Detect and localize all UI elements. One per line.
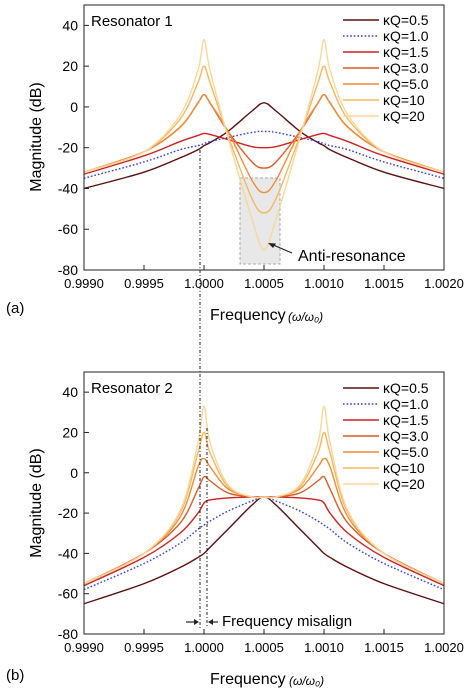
- series-line-3: [84, 132, 444, 175]
- series-line-3: [84, 496, 444, 587]
- x-ticks-b: 0.9990 0.9995 1.0000 1.0005 1.0010 1.0015 1.00…: [64, 629, 464, 655]
- x-axis-unit-b: (ω/ω₀): [289, 674, 324, 688]
- series-group-b: [84, 405, 444, 605]
- panel-title-a: Resonator 1: [91, 13, 173, 30]
- legend-label: κQ=20: [383, 108, 425, 124]
- legend-label: κQ=5.0: [383, 444, 429, 460]
- y-tick-label: 0: [70, 465, 78, 481]
- x-tick-label: 1.0015: [364, 640, 404, 655]
- y-ticks-b: -80 -60 -40 -20 0 20 40: [58, 384, 89, 642]
- annotation-anti-resonance: Anti-resonance: [298, 248, 406, 265]
- panel-b: 0.9990 0.9995 1.0000 1.0005 1.0010 1.0015 1.00…: [6, 371, 464, 688]
- y-tick-label: -80: [58, 262, 78, 278]
- x-tick-label: 1.0005: [244, 276, 284, 291]
- x-tick-label: 1.0005: [244, 640, 284, 655]
- legend-label: κQ=1.0: [383, 396, 429, 412]
- x-axis-label-a: Frequency: [210, 307, 286, 324]
- legend-label: κQ=1.5: [383, 412, 429, 428]
- x-tick-label: 0.9995: [124, 276, 164, 291]
- y-tick-label: 0: [70, 99, 78, 115]
- annotation-frequency-misalign: Frequency misalign: [222, 613, 352, 630]
- x-tick-label: 1.0010: [304, 276, 344, 291]
- x-tick-label: 1.0000: [184, 276, 224, 291]
- y-ticks-a: -80 -60 -40 -20 0 20 40: [58, 17, 89, 278]
- legend-label: κQ=10: [383, 92, 425, 108]
- series-line-2: [84, 496, 444, 591]
- misalign-arrowhead-right: [208, 619, 213, 625]
- y-tick-label: -20: [58, 140, 78, 156]
- x-tick-label: 1.0010: [304, 640, 344, 655]
- series-line-7: [84, 405, 444, 585]
- series-line-4: [84, 475, 444, 585]
- y-tick-label: 20: [62, 424, 78, 440]
- x-axis-label-b: Frequency: [210, 671, 286, 688]
- legend-label: κQ=0.5: [383, 12, 429, 28]
- series-line-5: [84, 93, 444, 194]
- legend-label: κQ=20: [383, 476, 425, 492]
- series-group-a: [84, 38, 444, 251]
- misalign-arrowhead-left: [194, 619, 199, 625]
- legend-label: κQ=1.0: [383, 28, 429, 44]
- y-axis-label-a: Magnitude (dB): [28, 82, 45, 191]
- x-tick-label: 0.9990: [64, 276, 104, 291]
- series-line-6: [84, 65, 444, 214]
- annotation-arrowhead: [268, 243, 276, 248]
- y-tick-label: -60: [58, 586, 78, 602]
- y-tick-label: -40: [58, 180, 78, 196]
- legend-label: κQ=3.0: [383, 428, 429, 444]
- panel-title-b: Resonator 2: [91, 380, 173, 397]
- panel-a: 0.9990 0.9995 1.0000 1.0005 1.0010 1.0015 1.00…: [6, 4, 464, 324]
- series-line-1: [84, 102, 444, 190]
- x-tick-label: 0.9990: [64, 640, 104, 655]
- x-tick-label: 1.0015: [364, 276, 404, 291]
- legend-label: κQ=3.0: [383, 60, 429, 76]
- y-axis-label-b: Magnitude (dB): [28, 448, 45, 557]
- legend-label: κQ=10: [383, 460, 425, 476]
- legend-label: κQ=5.0: [383, 76, 429, 92]
- x-tick-label: 1.0020: [424, 640, 464, 655]
- panel-label-a: (a): [6, 300, 24, 317]
- x-tick-label: 1.0000: [184, 640, 224, 655]
- anti-resonance-region: [239, 177, 281, 265]
- series-line-7: [84, 38, 444, 251]
- legend-label: κQ=0.5: [383, 380, 429, 396]
- panel-label-b: (b): [6, 667, 24, 684]
- legend-label: κQ=1.5: [383, 44, 429, 60]
- y-tick-label: -80: [58, 626, 78, 642]
- y-tick-label: 40: [62, 17, 78, 33]
- x-axis-unit-a: (ω/ω₀): [288, 310, 323, 324]
- y-tick-label: -20: [58, 505, 78, 521]
- x-tick-label: 1.0020: [424, 276, 464, 291]
- y-tick-label: -40: [58, 545, 78, 561]
- x-ticks-a: 0.9990 0.9995 1.0000 1.0005 1.0010 1.0015 1.00…: [64, 265, 464, 291]
- y-tick-label: -60: [58, 221, 78, 237]
- x-tick-label: 0.9995: [124, 640, 164, 655]
- series-line-1: [84, 496, 444, 605]
- y-tick-label: 20: [62, 58, 78, 74]
- y-tick-label: 40: [62, 384, 78, 400]
